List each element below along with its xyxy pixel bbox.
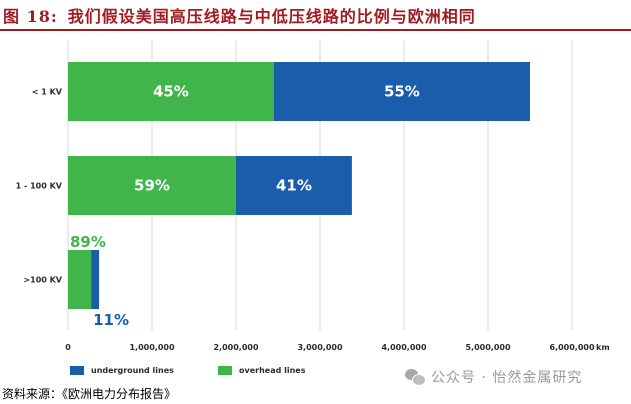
y-category-label: < 1 KV <box>32 88 63 97</box>
legend-item-underground-lines: underground lines <box>70 364 174 376</box>
x-tick-label: 3,000,000 <box>297 343 342 352</box>
bar-overhead-lines <box>68 156 236 215</box>
data-label-overhead-lines: 59% <box>134 177 170 195</box>
x-tick-label: 6,000,000 <box>549 343 594 352</box>
data-label-overhead-lines: 89% <box>70 233 106 251</box>
legend-label-underground-lines: underground lines <box>91 365 174 375</box>
x-tick-label: 1,000,000 <box>129 343 174 352</box>
watermark-text: 公众号 · 怡然金属研究 <box>431 370 583 386</box>
bar-underground-lines <box>236 156 352 215</box>
legend-label-overhead-lines: overhead lines <box>239 365 306 375</box>
figure-number: 图 18: <box>3 7 58 26</box>
bar-overhead-lines <box>68 62 274 121</box>
bar-underground-lines <box>91 250 100 309</box>
x-axis-unit: km <box>596 343 610 352</box>
data-label-overhead-lines: 45% <box>153 83 189 101</box>
legend-swatch-overhead-lines <box>218 365 232 375</box>
y-category-label: 1 - 100 KV <box>16 182 63 191</box>
data-label-underground-lines: 41% <box>276 177 312 195</box>
legend-item-overhead-lines: overhead lines <box>218 364 305 376</box>
legend-swatch-underground-lines <box>70 365 84 375</box>
x-tick-label: 4,000,000 <box>381 343 426 352</box>
wechat-icon <box>405 369 426 386</box>
x-tick-label: 5,000,000 <box>465 343 510 352</box>
figure-title-text: 我们假设美国高压线路与中低压线路的比例与欧洲相同 <box>67 7 476 26</box>
x-tick-label: 0 <box>65 343 71 352</box>
bar-underground-lines <box>273 62 530 121</box>
bar-overhead-lines <box>68 250 92 309</box>
title-divider <box>0 29 631 31</box>
data-label-underground-lines: 11% <box>93 311 129 329</box>
figure-title: 图 18: 我们假设美国高压线路与中低压线路的比例与欧洲相同 <box>3 3 476 27</box>
watermark: 公众号 · 怡然金属研究 <box>405 367 582 387</box>
source-note: 资料来源：《欧洲电力分布报告》 <box>2 387 177 401</box>
data-label-underground-lines: 55% <box>384 83 420 101</box>
x-tick-label: 2,000,000 <box>213 343 258 352</box>
y-category-label: >100 KV <box>23 276 62 285</box>
